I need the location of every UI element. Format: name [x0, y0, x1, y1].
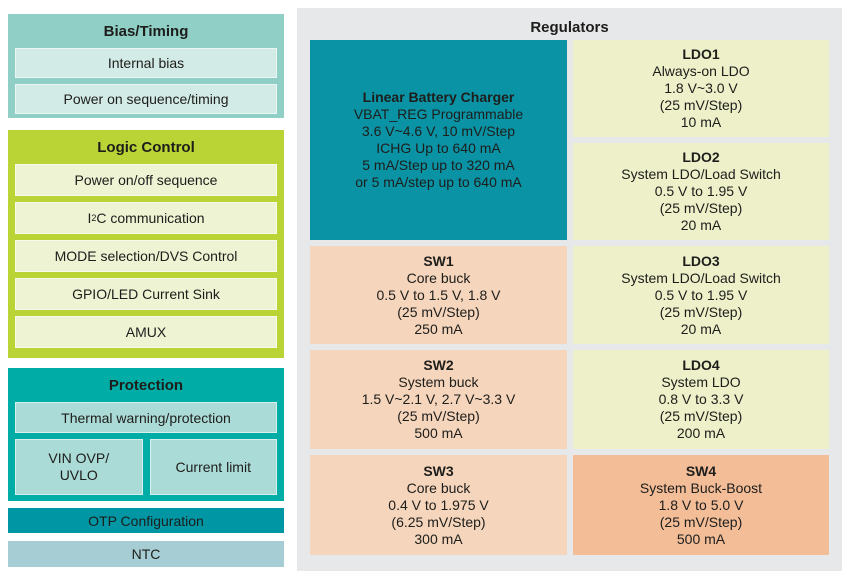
ldo4-line: 0.8 V to 3.3 V: [658, 391, 744, 407]
linear-battery-charger-box: Linear Battery Charger VBAT_REG Programm…: [310, 40, 567, 240]
ldo1-box: LDO1 Always-on LDO 1.8 V~3.0 V (25 mV/St…: [573, 40, 829, 137]
charger-line: ICHG Up to 640 mA: [376, 140, 501, 156]
ldo3-line: 0.5 V to 1.95 V: [654, 286, 748, 303]
regulators-grid: Linear Battery Charger VBAT_REG Programm…: [310, 40, 829, 555]
sw3-line: 300 mA: [414, 530, 463, 547]
internal-bias-item: Internal bias: [15, 48, 277, 78]
sw2-line: 500 mA: [414, 425, 463, 441]
current-limit-item: Current limit: [149, 439, 277, 495]
sw3-line: (6.25 mV/Step): [391, 513, 486, 530]
sw4-line: System Buck-Boost: [639, 479, 763, 496]
ldo4-box: LDO4 System LDO 0.8 V to 3.3 V (25 mV/St…: [573, 350, 829, 449]
sw1-line: 250 mA: [414, 320, 463, 337]
charger-line: 3.6 V~4.6 V, 10 mV/Step: [361, 123, 516, 139]
ldo3-box: LDO3 System LDO/Load Switch 0.5 V to 1.9…: [573, 246, 829, 344]
sw1-line: 0.5 V to 1.5 V, 1.8 V: [376, 286, 501, 303]
sw3-line: Core buck: [406, 479, 471, 496]
ldo2-box: LDO2 System LDO/Load Switch 0.5 V to 1.9…: [573, 143, 829, 240]
sw1-box: SW1 Core buck 0.5 V to 1.5 V, 1.8 V (25 …: [310, 246, 567, 344]
ldo2-line: 20 mA: [680, 217, 722, 233]
power-on-off-sequence-item: Power on/off sequence: [15, 164, 277, 196]
bias-timing-title: Bias/Timing: [103, 22, 189, 40]
i2c-sup: 2: [91, 213, 97, 223]
sw2-name: SW2: [423, 357, 454, 373]
i2c-pre: I: [87, 210, 92, 226]
ntc-bar: NTC: [8, 541, 284, 567]
regulators-title: Regulators: [530, 18, 609, 36]
sw4-name: SW4: [685, 462, 717, 479]
ldo1-line: 1.8 V~3.0 V: [664, 80, 738, 96]
regulators-right-column: LDO1 Always-on LDO 1.8 V~3.0 V (25 mV/St…: [573, 40, 829, 555]
protection-block: Protection Thermal warning/protection VI…: [8, 368, 284, 501]
protection-title: Protection: [108, 376, 184, 394]
sw1-name: SW1: [423, 252, 454, 269]
sw4-line: (25 mV/Step): [659, 513, 743, 530]
sw2-line: System buck: [398, 374, 479, 390]
protection-bottom-row: VIN OVP/ UVLO Current limit: [15, 439, 277, 495]
sw3-name: SW3: [423, 462, 454, 479]
regulators-panel: Regulators Linear Battery Charger VBAT_R…: [297, 8, 842, 571]
ldo3-line: (25 mV/Step): [659, 303, 743, 320]
vin-ovp-uvlo-item: VIN OVP/ UVLO: [15, 439, 143, 495]
ldo2-line: 0.5 V to 1.95 V: [654, 183, 748, 199]
bias-timing-block: Bias/Timing Internal bias Power on seque…: [8, 14, 284, 118]
sw4-line: 1.8 V to 5.0 V: [658, 496, 744, 513]
ldo1-name: LDO1: [682, 46, 720, 62]
ldo4-line: System LDO: [661, 374, 741, 390]
ldo4-line: (25 mV/Step): [659, 408, 743, 424]
ldo1-line: 10 mA: [680, 114, 722, 130]
charger-line: 5 mA/Step up to 320 mA: [362, 157, 515, 173]
sw2-line: (25 mV/Step): [397, 408, 480, 424]
sw3-box: SW3 Core buck 0.4 V to 1.975 V (6.25 mV/…: [310, 455, 567, 555]
ldo2-line: (25 mV/Step): [659, 200, 743, 216]
charger-line: VBAT_REG Programmable: [353, 106, 524, 122]
ldo1-line: (25 mV/Step): [659, 97, 743, 113]
ldo2-name: LDO2: [682, 149, 720, 165]
otp-configuration-bar: OTP Configuration: [8, 508, 284, 533]
sw1-line: (25 mV/Step): [397, 303, 480, 320]
thermal-warning-item: Thermal warning/protection: [15, 402, 277, 433]
gpio-led-current-sink-item: GPIO/LED Current Sink: [15, 278, 277, 310]
ldo1-line: Always-on LDO: [652, 63, 750, 79]
sw4-line: 500 mA: [676, 530, 726, 547]
regulators-left-column: Linear Battery Charger VBAT_REG Programm…: [310, 40, 567, 555]
charger-line: or 5 mA/step up to 640 mA: [355, 174, 522, 190]
ldo3-line: System LDO/Load Switch: [621, 269, 781, 286]
amux-item: AMUX: [15, 316, 277, 348]
i2c-post: C communication: [96, 210, 205, 226]
vin-ovp-line: VIN OVP/: [48, 450, 110, 466]
ldo3-line: 20 mA: [680, 320, 722, 337]
ldo3-name: LDO3: [682, 252, 720, 269]
sw4-box: SW4 System Buck-Boost 1.8 V to 5.0 V (25…: [573, 455, 829, 555]
sw2-box: SW2 System buck 1.5 V~2.1 V, 2.7 V~3.3 V…: [310, 350, 567, 449]
sw1-line: Core buck: [406, 269, 471, 286]
charger-name: Linear Battery Charger: [362, 89, 515, 105]
power-on-sequence-timing-item: Power on sequence/timing: [15, 84, 277, 114]
mode-selection-dvs-item: MODE selection/DVS Control: [15, 240, 277, 272]
sw2-line: 1.5 V~2.1 V, 2.7 V~3.3 V: [361, 391, 516, 407]
logic-control-title: Logic Control: [97, 138, 195, 156]
sw3-line: 0.4 V to 1.975 V: [388, 496, 489, 513]
left-column: Bias/Timing Internal bias Power on seque…: [8, 14, 284, 571]
ldo4-name: LDO4: [682, 357, 720, 373]
ldo4-line: 200 mA: [676, 425, 726, 441]
uvlo-line: UVLO: [59, 467, 98, 483]
ldo2-line: System LDO/Load Switch: [621, 166, 781, 182]
